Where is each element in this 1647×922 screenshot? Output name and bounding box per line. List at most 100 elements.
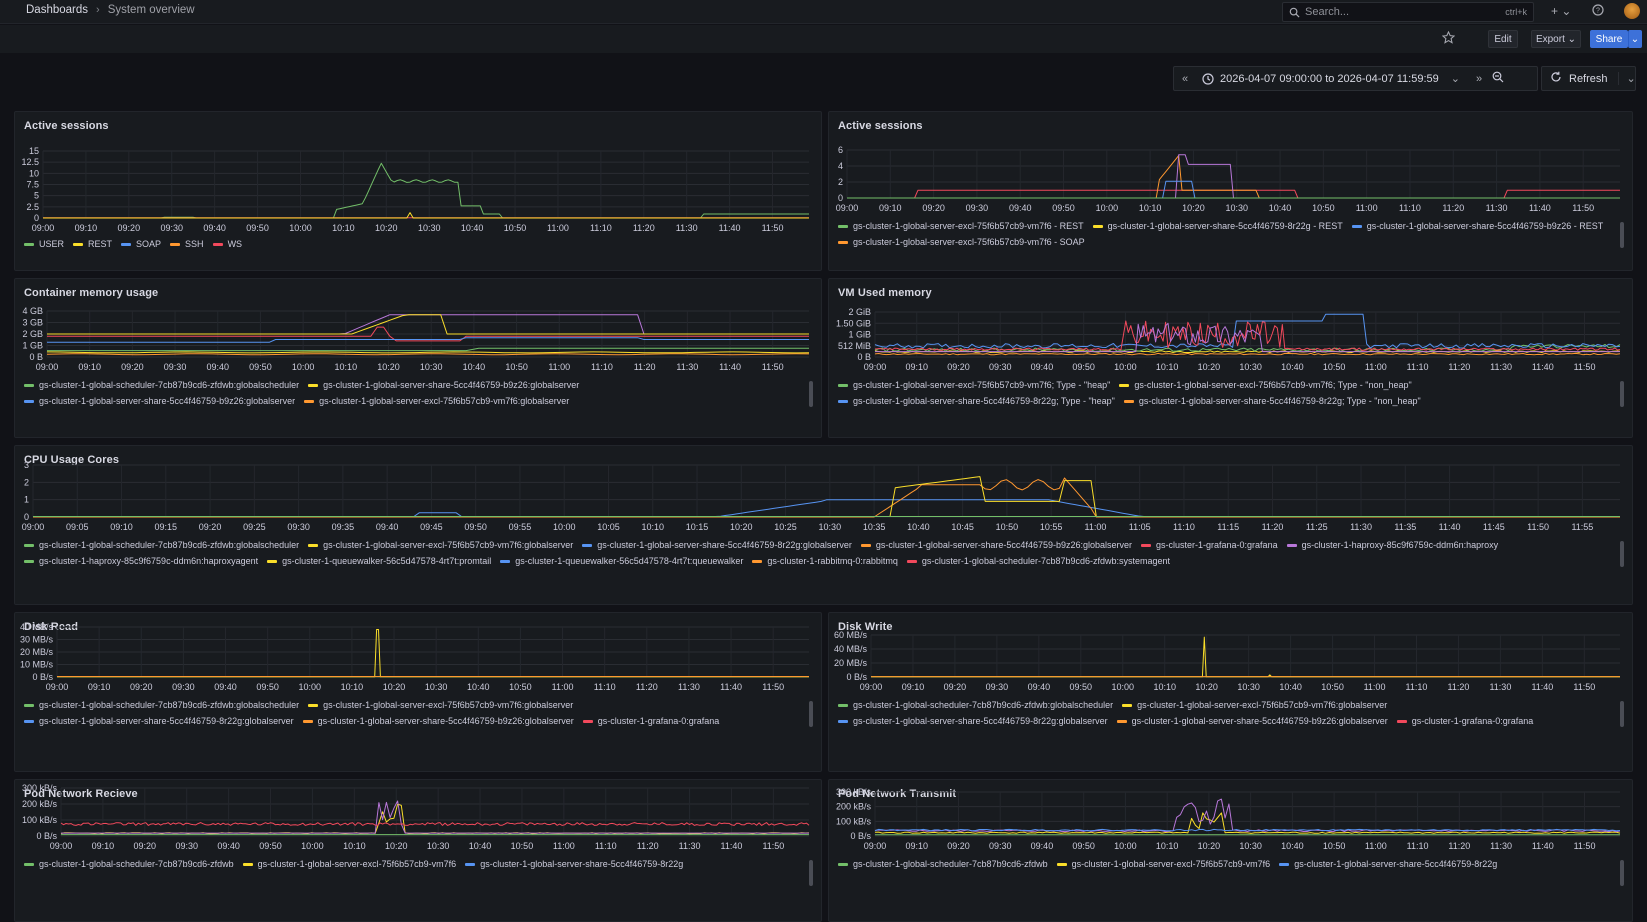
legend-item[interactable]: gs-cluster-1-global-server-excl-75f6b57c… [308, 699, 573, 711]
legend-swatch [838, 224, 848, 228]
y-tick-label: 0 B [857, 352, 871, 362]
legend-item[interactable]: gs-cluster-1-global-scheduler-7cb87b9cd6… [24, 539, 299, 551]
legend-item[interactable]: gs-cluster-1-global-server-share-5cc4f46… [465, 858, 683, 870]
legend-item[interactable]: gs-cluster-1-grafana-0:grafana [582, 715, 719, 727]
x-tick-label: 11:20 [1442, 203, 1464, 213]
legend-item[interactable]: gs-cluster-1-global-server-excl-75f6b57c… [1122, 699, 1387, 711]
search-input[interactable]: Search... ctrl+k [1282, 2, 1534, 22]
export-button[interactable]: Export ⌄ [1531, 30, 1581, 48]
legend-item[interactable]: gs-cluster-1-global-server-share-5cc4f46… [1351, 220, 1604, 232]
legend-item[interactable]: gs-cluster-1-haproxy-85c9f6759c-ddm6n:ha… [1286, 539, 1498, 551]
legend-item[interactable]: gs-cluster-1-global-server-share-5cc4f46… [308, 379, 579, 391]
chart-area[interactable]: 300 kB/s 200 kB/s 100 kB/s 0 B/s09:00 09:10 0… [829, 780, 1632, 921]
legend-item[interactable]: gs-cluster-1-global-server-share-5cc4f46… [838, 395, 1115, 407]
legend-item[interactable]: gs-cluster-1-global-server-share-5cc4f46… [1116, 715, 1388, 727]
legend-scrollbar[interactable] [809, 860, 813, 886]
y-tick-label: 6 [838, 145, 843, 155]
time-forward-icon[interactable]: » [1475, 72, 1483, 85]
legend-item[interactable]: gs-cluster-1-global-server-share-5cc4f46… [1123, 395, 1421, 407]
legend-item[interactable]: gs-cluster-1-global-server-excl-75f6b57c… [308, 539, 573, 551]
avatar[interactable] [1624, 3, 1640, 19]
x-tick-label: 11:00 [548, 362, 570, 372]
legend-item[interactable]: gs-cluster-1-global-server-excl-75f6b57c… [838, 220, 1084, 232]
legend-scrollbar[interactable] [1620, 860, 1624, 886]
legend-swatch [838, 383, 848, 387]
legend-item[interactable]: gs-cluster-1-grafana-0:grafana [1141, 539, 1278, 551]
legend-item[interactable]: gs-cluster-1-haproxy-85c9f6759c-ddm6n:ha… [24, 555, 258, 567]
zoom-out-icon[interactable] [1492, 71, 1504, 86]
refresh-icon[interactable] [1550, 71, 1562, 86]
legend-item[interactable]: gs-cluster-1-global-server-excl-75f6b57c… [1119, 379, 1412, 391]
legend-item[interactable]: gs-cluster-1-global-server-share-5cc4f46… [838, 715, 1108, 727]
legend-item[interactable]: gs-cluster-1-global-server-excl-75f6b57c… [242, 858, 456, 870]
legend-item[interactable]: gs-cluster-1-global-server-share-5cc4f46… [24, 715, 294, 727]
x-tick-label: 10:20 [1182, 203, 1205, 213]
legend-scrollbar[interactable] [809, 701, 813, 727]
legend-scrollbar[interactable] [1620, 381, 1624, 407]
legend-item[interactable]: gs-cluster-1-global-server-excl-75f6b57c… [1056, 858, 1270, 870]
x-tick-label: 10:45 [951, 522, 974, 532]
legend-item[interactable]: USER [24, 238, 64, 250]
legend-scrollbar[interactable] [1620, 541, 1624, 567]
legend-item[interactable]: gs-cluster-1-global-scheduler-7cb87b9cd6… [838, 858, 1048, 870]
breadcrumb-dashboards-link[interactable]: Dashboards [26, 4, 89, 16]
star-icon[interactable] [1441, 30, 1456, 49]
chart-area[interactable]: 4 GB 3 GB2 GB 1 GB0 B09:00 09:10 09:20 09:30 0… [15, 279, 821, 437]
legend-item[interactable]: gs-cluster-1-queuewalker-56c5d47578-4rt7… [500, 555, 743, 567]
legend-item[interactable]: SSH [170, 238, 204, 250]
chart-area[interactable]: 3 2 1 009:00 09:05 09:10 09:15 09:20 09:25 09:30 0… [15, 446, 1632, 604]
edit-button[interactable]: Edit [1488, 30, 1518, 48]
legend-label: gs-cluster-1-global-server-excl-75f6b57c… [323, 540, 574, 550]
chart-area[interactable]: 6 4 2 009:00 09:10 09:20 09:30 09:40 09:50 10:00 1… [829, 112, 1632, 270]
chart-area[interactable]: 40 MB/s 30 MB/s 20 MB/s 10 MB/s 0 B/s09:00 09… [15, 613, 821, 771]
time-back-icon[interactable]: « [1181, 72, 1189, 85]
legend-scrollbar[interactable] [1620, 701, 1624, 727]
legend-item[interactable]: gs-cluster-1-global-server-share-5cc4f46… [860, 539, 1132, 551]
chart-area[interactable]: 60 MB/s 40 MB/s 20 MB/s 0 B/s09:00 09:10 09:2… [829, 613, 1632, 771]
legend-item[interactable]: gs-cluster-1-global-server-excl-75f6b57c… [838, 379, 1110, 391]
search-icon [1289, 7, 1300, 18]
legend-item[interactable]: gs-cluster-1-global-scheduler-7cb87b9cd6… [906, 555, 1170, 567]
legend-item[interactable]: gs-cluster-1-global-scheduler-7cb87b9cd6… [24, 858, 234, 870]
legend-label: gs-cluster-1-global-server-share-5cc4f46… [1366, 221, 1604, 231]
legend-item[interactable]: gs-cluster-1-global-scheduler-7cb87b9cd6… [838, 699, 1113, 711]
legend-item[interactable]: gs-cluster-1-global-server-share-5cc4f46… [1092, 220, 1343, 232]
legend-scrollbar[interactable] [809, 381, 813, 407]
legend-item[interactable]: gs-cluster-1-global-server-excl-75f6b57c… [304, 395, 569, 407]
legend-swatch [1122, 703, 1133, 707]
time-range-picker[interactable]: 2026-04-07 09:00:00 to 2026-04-07 11:59:… [1220, 72, 1439, 85]
legend-item[interactable]: gs-cluster-1-rabbitmq-0:rabbitmq [752, 555, 898, 567]
plus-icon[interactable]: + ⌄ [1551, 4, 1572, 18]
panel-vm-memory: VM Used memory 2 GiB 1.50 GiB 1 GiB 512 MiB… [828, 278, 1633, 438]
series-line [874, 352, 1621, 356]
series-line [61, 800, 809, 834]
legend-label: gs-cluster-1-global-server-share-5cc4f46… [323, 380, 580, 390]
legend-item[interactable]: gs-cluster-1-global-scheduler-7cb87b9cd6… [24, 379, 299, 391]
legend-item[interactable]: SOAP [121, 238, 161, 250]
legend-label: gs-cluster-1-global-server-share-5cc4f46… [597, 540, 852, 550]
chart-area[interactable]: 300 kB/s 200 kB/s 100 kB/s 0 B/s09:00 09:10 0… [15, 780, 821, 921]
legend-item[interactable]: gs-cluster-1-global-server-share-5cc4f46… [582, 539, 852, 551]
help-icon[interactable]: ? [1592, 4, 1604, 19]
legend-item[interactable]: gs-cluster-1-global-server-share-5cc4f46… [24, 395, 295, 407]
legend-item[interactable]: gs-cluster-1-grafana-0:grafana [1396, 715, 1533, 727]
refresh-button[interactable]: Refresh [1569, 72, 1608, 85]
share-button[interactable]: Share [1590, 30, 1628, 48]
legend-item[interactable]: REST [73, 238, 112, 250]
chevron-down-icon[interactable]: ⌄ [1450, 73, 1460, 85]
legend-item[interactable]: gs-cluster-1-queuewalker-56c5d47578-4rt7… [267, 555, 491, 567]
panel-title: Disk Write [838, 621, 893, 633]
legend-scrollbar[interactable] [1620, 222, 1624, 248]
legend-item[interactable]: gs-cluster-1-global-server-share-5cc4f46… [1279, 858, 1497, 870]
legend-item[interactable]: gs-cluster-1-global-server-excl-75f6b57c… [838, 236, 1085, 248]
x-tick-label: 10:40 [467, 682, 490, 692]
legend-item[interactable]: gs-cluster-1-global-scheduler-7cb87b9cd6… [24, 699, 299, 711]
refresh-interval-dropdown[interactable]: ⌄ [1617, 72, 1636, 85]
legend-item[interactable]: gs-cluster-1-global-server-share-5cc4f46… [302, 715, 574, 727]
y-tick-label: 20 MB/s [20, 647, 54, 657]
legend-item[interactable]: WS [212, 238, 242, 250]
x-tick-label: 09:50 [1072, 841, 1095, 851]
share-dropdown-button[interactable]: ⌄ [1628, 30, 1642, 48]
